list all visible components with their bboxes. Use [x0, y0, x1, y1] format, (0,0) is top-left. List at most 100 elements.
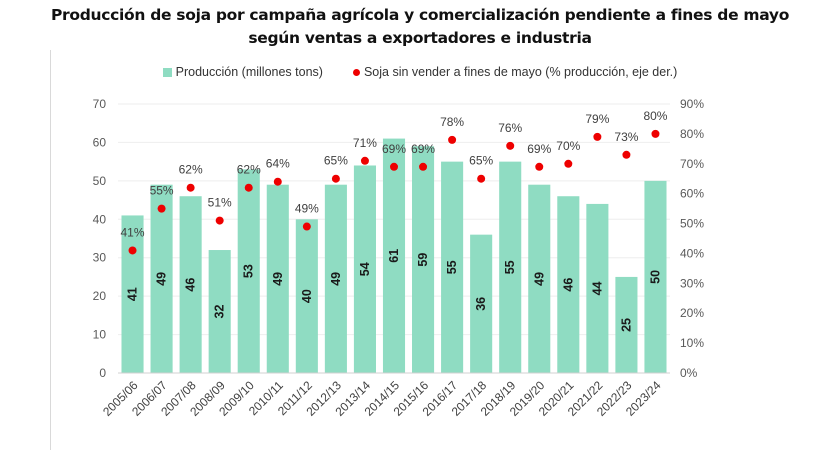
- bar-value-label: 49: [155, 272, 169, 286]
- unsold-pct-label: 64%: [266, 157, 290, 171]
- bar-value-label: 55: [445, 260, 459, 274]
- frame-divider: [50, 50, 51, 450]
- y-right-tick-label: 10%: [680, 336, 704, 350]
- unsold-dot: [244, 183, 253, 192]
- legend-label-production: Producción (millones tons): [175, 65, 323, 79]
- bar-value-label: 46: [184, 278, 198, 292]
- legend-swatch-bar: [162, 67, 172, 77]
- unsold-dot: [186, 183, 195, 192]
- unsold-pct-label: 55%: [150, 184, 174, 198]
- bar-value-label: 53: [242, 264, 256, 278]
- bar-value-label: 49: [329, 272, 343, 286]
- unsold-dot: [128, 246, 137, 255]
- unsold-pct-label: 70%: [556, 139, 580, 153]
- unsold-dot: [331, 174, 340, 183]
- unsold-dot: [651, 129, 660, 138]
- bar-value-label: 61: [387, 249, 401, 263]
- bar: [150, 184, 173, 373]
- unsold-dot: [390, 162, 398, 171]
- unsold-pct-label: 78%: [440, 115, 464, 129]
- bar-value-label: 46: [561, 278, 575, 292]
- bar: [353, 165, 376, 373]
- bar: [412, 146, 435, 373]
- bar: [237, 169, 260, 373]
- bar: [557, 196, 580, 373]
- unsold-dot: [448, 135, 457, 144]
- legend-swatch-dot: [352, 68, 360, 76]
- bar-value-label: 49: [271, 272, 285, 286]
- unsold-pct-label: 79%: [585, 112, 609, 126]
- y-right-tick-label: 0%: [680, 366, 698, 380]
- bar-value-label: 59: [416, 253, 430, 267]
- unsold-dot: [157, 204, 166, 213]
- bar-value-label: 55: [503, 260, 517, 274]
- y-left-tick-label: 60: [93, 135, 107, 149]
- unsold-dot: [215, 216, 224, 225]
- bar-value-label: 44: [590, 281, 604, 295]
- unsold-dot: [419, 162, 428, 171]
- bar: [179, 196, 202, 373]
- bar: [441, 161, 464, 373]
- unsold-pct-label: 65%: [324, 154, 348, 168]
- unsold-dot: [535, 162, 544, 171]
- unsold-pct-label: 69%: [527, 142, 551, 156]
- y-left-tick-label: 20: [93, 289, 107, 303]
- unsold-pct-label: 65%: [469, 154, 493, 168]
- unsold-pct-label: 51%: [208, 196, 232, 210]
- bar-value-label: 40: [300, 289, 314, 303]
- unsold-pct-label: 76%: [498, 121, 522, 135]
- y-left-tick-label: 50: [93, 174, 107, 188]
- bar: [499, 161, 522, 373]
- unsold-dot: [593, 132, 602, 141]
- unsold-pct-label: 41%: [121, 225, 145, 239]
- unsold-dot: [622, 150, 631, 159]
- y-right-tick-label: 40%: [680, 246, 704, 260]
- bar: [644, 180, 667, 373]
- bar: [121, 215, 144, 373]
- unsold-pct-label: 62%: [179, 163, 203, 177]
- y-right-tick-label: 30%: [680, 276, 704, 290]
- y-left-tick-label: 0: [99, 366, 106, 380]
- unsold-pct-label: 80%: [643, 109, 667, 123]
- y-right-tick-label: 50%: [680, 217, 704, 231]
- unsold-dot: [564, 159, 573, 168]
- bar-value-label: 25: [619, 318, 633, 332]
- chart-title-line-2: según ventas a exportadores e industria: [248, 29, 592, 47]
- y-right-tick-label: 80%: [680, 127, 704, 141]
- legend: Producción (millones tons) Soja sin vend…: [0, 65, 840, 79]
- unsold-dot: [302, 222, 311, 231]
- bar: [208, 250, 231, 373]
- bar: [324, 184, 347, 373]
- bar: [615, 276, 638, 373]
- bar: [528, 184, 551, 373]
- bar-value-label: 41: [126, 287, 140, 301]
- bar-value-label: 36: [474, 297, 488, 311]
- unsold-pct-label: 49%: [295, 202, 319, 216]
- unsold-pct-label: 73%: [614, 130, 638, 144]
- chart-title-line-1: Producción de soja por campaña agrícola …: [50, 6, 790, 24]
- bar: [266, 184, 289, 373]
- bar: [586, 203, 609, 373]
- unsold-pct-label: 71%: [353, 136, 377, 150]
- unsold-pct-label: 62%: [237, 163, 261, 177]
- y-left-tick-label: 40: [93, 212, 107, 226]
- unsold-pct-label: 69%: [411, 142, 435, 156]
- unsold-pct-label: 69%: [382, 142, 406, 156]
- y-right-tick-label: 20%: [680, 306, 704, 320]
- y-left-tick-label: 70: [93, 97, 107, 111]
- unsold-dot: [273, 177, 282, 186]
- legend-item-unsold: Soja sin vender a fines de mayo (% produ…: [352, 65, 678, 79]
- unsold-dot: [360, 156, 369, 165]
- bar-value-label: 32: [213, 305, 227, 319]
- bar: [295, 219, 318, 373]
- y-right-tick-label: 60%: [680, 187, 704, 201]
- bar: [470, 234, 493, 373]
- y-left-tick-label: 30: [93, 251, 107, 265]
- unsold-dot: [477, 174, 486, 183]
- bar-value-label: 54: [358, 262, 372, 276]
- y-left-tick-label: 10: [93, 328, 107, 342]
- y-right-tick-label: 90%: [680, 97, 704, 111]
- y-right-tick-label: 70%: [680, 157, 704, 171]
- legend-label-unsold: Soja sin vender a fines de mayo (% produ…: [363, 65, 678, 79]
